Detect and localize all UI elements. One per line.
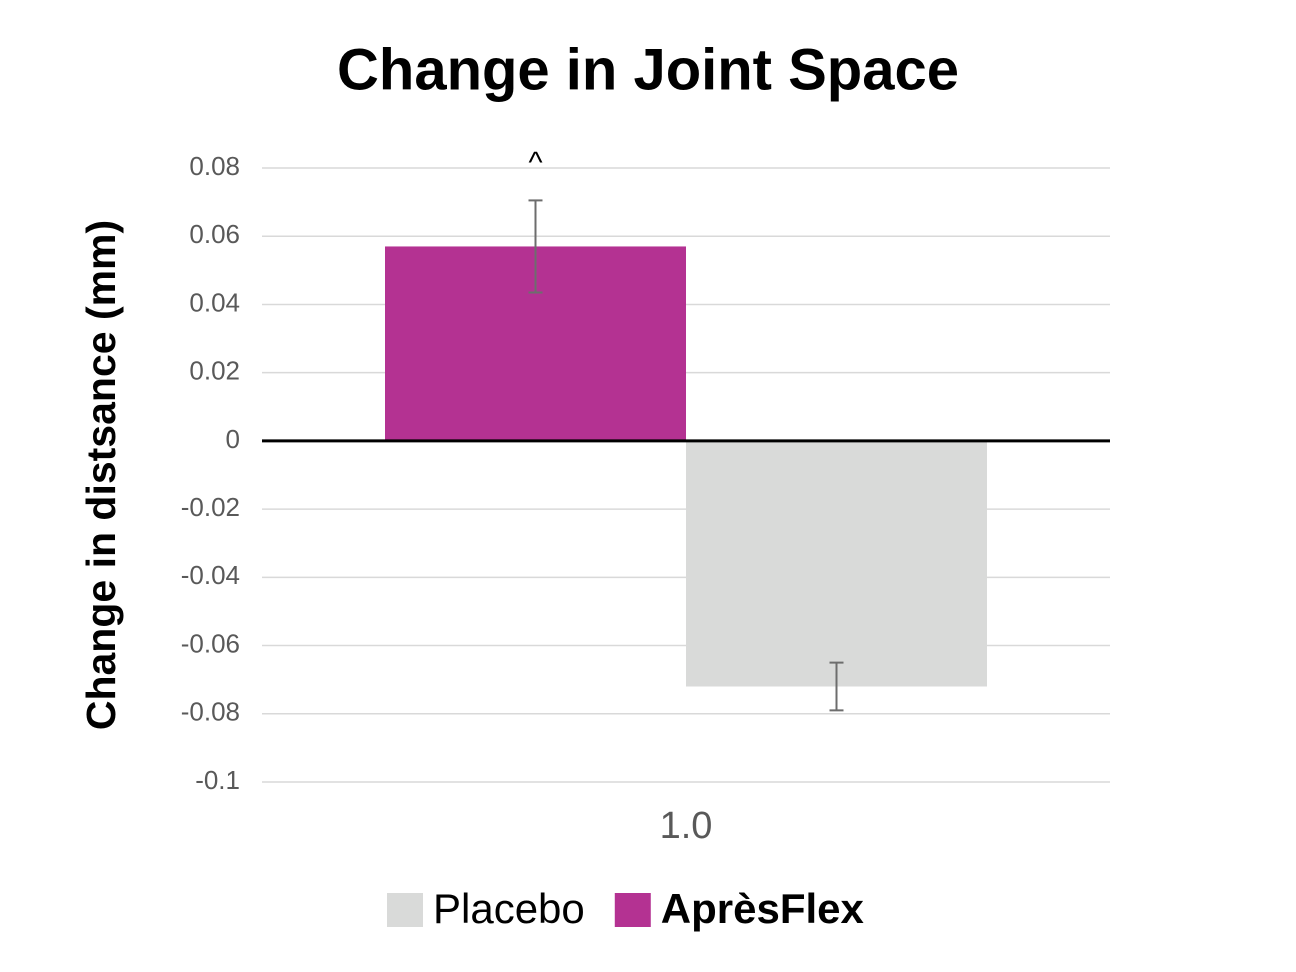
y-tick-label: -0.02 bbox=[181, 492, 240, 522]
annotation: ^ bbox=[528, 146, 542, 179]
y-tick-label: -0.06 bbox=[181, 628, 240, 658]
legend-swatch bbox=[614, 893, 651, 927]
y-tick-label: 0 bbox=[226, 424, 240, 454]
x-tick-label: 1.0 bbox=[660, 805, 713, 847]
y-axis-label: Change in distsance (mm) bbox=[78, 220, 124, 730]
y-tick-label: -0.04 bbox=[181, 560, 240, 590]
chart-title: Change in Joint Space bbox=[337, 37, 959, 102]
legend-swatch bbox=[387, 893, 423, 927]
y-tick-label: 0.02 bbox=[189, 356, 240, 386]
y-tick-label: -0.1 bbox=[195, 765, 240, 795]
error-bar bbox=[528, 199, 543, 294]
y-tick-label: 0.04 bbox=[189, 287, 240, 317]
legend-label: Placebo bbox=[433, 885, 585, 932]
legend-label: AprèsFlex bbox=[661, 885, 865, 932]
y-tick-label: -0.08 bbox=[181, 697, 240, 727]
error-bar bbox=[829, 661, 844, 712]
y-tick-label: 0.06 bbox=[189, 219, 240, 249]
y-tick-label: 0.08 bbox=[189, 151, 240, 181]
bar bbox=[686, 440, 987, 687]
